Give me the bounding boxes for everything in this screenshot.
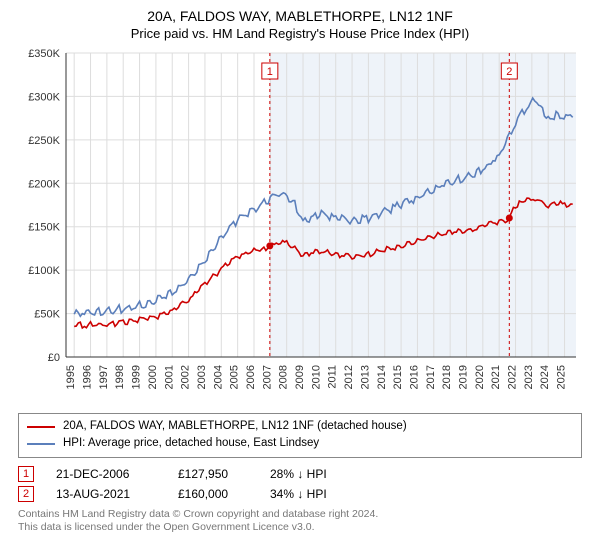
- svg-text:£200K: £200K: [28, 178, 60, 190]
- svg-text:2022: 2022: [507, 365, 519, 389]
- sale-pct: 34% ↓ HPI: [270, 487, 360, 501]
- svg-text:2002: 2002: [180, 365, 192, 389]
- svg-text:2018: 2018: [441, 365, 453, 389]
- legend-swatch: [27, 443, 55, 445]
- svg-text:2012: 2012: [343, 365, 355, 389]
- svg-text:1996: 1996: [82, 365, 94, 389]
- svg-text:2017: 2017: [425, 365, 437, 389]
- svg-text:2020: 2020: [474, 365, 486, 389]
- sale-row-1: 1 21-DEC-2006 £127,950 28% ↓ HPI: [18, 466, 582, 482]
- event-dot-1: [266, 242, 273, 249]
- svg-text:2001: 2001: [163, 365, 175, 389]
- sale-date: 21-DEC-2006: [56, 467, 156, 481]
- svg-text:2009: 2009: [294, 365, 306, 389]
- svg-text:2004: 2004: [212, 365, 224, 389]
- svg-text:1997: 1997: [98, 365, 110, 389]
- svg-text:2005: 2005: [229, 365, 241, 389]
- svg-text:£0: £0: [48, 352, 60, 364]
- legend-label: HPI: Average price, detached house, East…: [63, 435, 319, 452]
- legend-item-1: HPI: Average price, detached house, East…: [27, 435, 573, 452]
- svg-text:£150K: £150K: [28, 222, 60, 234]
- svg-text:2021: 2021: [490, 365, 502, 389]
- svg-text:2013: 2013: [359, 365, 371, 389]
- sale-price: £160,000: [178, 487, 248, 501]
- footer-line2: This data is licensed under the Open Gov…: [18, 521, 582, 535]
- svg-text:2024: 2024: [539, 365, 551, 389]
- legend-label: 20A, FALDOS WAY, MABLETHORPE, LN12 1NF (…: [63, 418, 407, 435]
- legend-item-0: 20A, FALDOS WAY, MABLETHORPE, LN12 1NF (…: [27, 418, 573, 435]
- svg-text:2: 2: [506, 66, 512, 78]
- sale-price: £127,950: [178, 467, 248, 481]
- sale-date: 13-AUG-2021: [56, 487, 156, 501]
- sale-pct: 28% ↓ HPI: [270, 467, 360, 481]
- line-chart: £0 £50K £100K £150K £200K £250K £300K £350K 1995…: [18, 47, 582, 407]
- svg-text:£350K: £350K: [28, 48, 60, 60]
- legend: 20A, FALDOS WAY, MABLETHORPE, LN12 1NF (…: [18, 413, 582, 458]
- chart-area: £0 £50K £100K £150K £200K £250K £300K £350K 1995…: [18, 47, 582, 407]
- svg-text:1: 1: [267, 66, 273, 78]
- svg-text:2014: 2014: [376, 365, 388, 389]
- svg-text:2006: 2006: [245, 365, 257, 389]
- svg-text:2011: 2011: [327, 365, 339, 389]
- svg-text:2010: 2010: [310, 365, 322, 389]
- sale-row-2: 2 13-AUG-2021 £160,000 34% ↓ HPI: [18, 486, 582, 502]
- chart-container: 20A, FALDOS WAY, MABLETHORPE, LN12 1NF P…: [0, 0, 600, 560]
- event-dot-2: [506, 215, 513, 222]
- svg-text:2025: 2025: [556, 365, 568, 389]
- sales-list: 1 21-DEC-2006 £127,950 28% ↓ HPI 2 13-AUG-202…: [18, 466, 582, 502]
- svg-text:2008: 2008: [278, 365, 290, 389]
- svg-text:£50K: £50K: [34, 309, 60, 321]
- svg-text:£250K: £250K: [28, 135, 60, 147]
- svg-text:£300K: £300K: [28, 91, 60, 103]
- svg-text:1995: 1995: [65, 365, 77, 389]
- chart-subtitle: Price paid vs. HM Land Registry's House …: [18, 26, 582, 41]
- svg-text:2007: 2007: [261, 365, 273, 389]
- svg-text:2015: 2015: [392, 365, 404, 389]
- legend-swatch: [27, 426, 55, 428]
- footer-line1: Contains HM Land Registry data © Crown c…: [18, 508, 582, 522]
- svg-text:2003: 2003: [196, 365, 208, 389]
- svg-text:2016: 2016: [408, 365, 420, 389]
- svg-text:£100K: £100K: [28, 265, 60, 277]
- sale-marker-2: 2: [18, 486, 34, 502]
- svg-text:2023: 2023: [523, 365, 535, 389]
- svg-text:1998: 1998: [114, 365, 126, 389]
- footer-attribution: Contains HM Land Registry data © Crown c…: [18, 508, 582, 535]
- svg-text:1999: 1999: [131, 365, 143, 389]
- chart-title: 20A, FALDOS WAY, MABLETHORPE, LN12 1NF: [18, 8, 582, 24]
- svg-text:2000: 2000: [147, 365, 159, 389]
- sale-marker-1: 1: [18, 466, 34, 482]
- svg-text:2019: 2019: [457, 365, 469, 389]
